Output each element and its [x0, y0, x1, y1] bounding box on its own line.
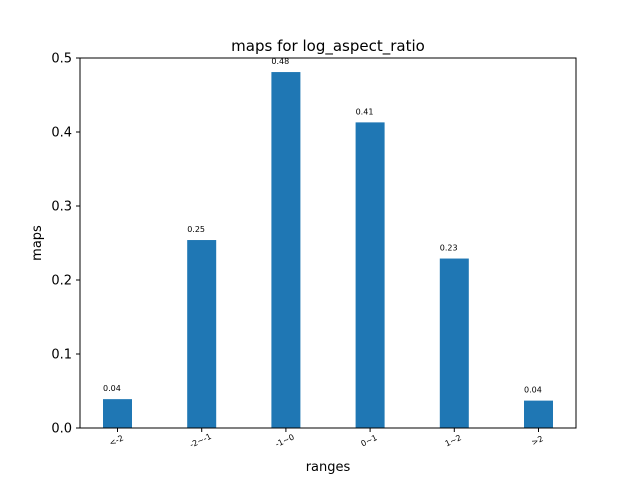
bar-3 [355, 122, 385, 428]
x-axis-label: ranges [306, 460, 351, 475]
y-tick-label-5: 0.5 [51, 52, 72, 67]
bar-2 [271, 72, 301, 428]
y-tick-label-3: 0.3 [51, 200, 72, 215]
x-axis: <-2 -2~-1 -1~0 0~1 1~2 >2 [108, 428, 545, 450]
data-label-2: 0.48 [271, 57, 289, 66]
y-tick-label-0: 0.0 [51, 422, 72, 437]
x-tick-label-1: -2~-1 [188, 432, 212, 450]
y-tick-label-4: 0.4 [51, 126, 72, 141]
y-tick-label-1: 0.1 [51, 348, 72, 363]
x-tick-label-4: 1~2 [444, 433, 463, 448]
bar-4 [439, 258, 469, 428]
plot-frame [79, 57, 577, 429]
x-tick-label-5: >2 [530, 434, 544, 447]
y-tick-label-2: 0.2 [51, 274, 72, 289]
y-axis: 0.0 0.1 0.2 0.3 0.4 0.5 [51, 52, 80, 437]
y-axis-label: maps [30, 225, 45, 261]
bar-1 [187, 240, 217, 428]
chart-title: maps for log_aspect_ratio [231, 37, 425, 56]
bar-5 [524, 400, 553, 428]
x-tick-label-3: 0~1 [359, 433, 378, 448]
bars-group: 0.04 0.25 0.48 0.41 0.23 0.04 [103, 57, 553, 428]
data-label-3: 0.41 [356, 107, 374, 116]
data-label-0: 0.04 [103, 384, 121, 393]
x-tick-label-2: -1~0 [274, 432, 296, 449]
x-tick-label-0: <-2 [108, 434, 125, 448]
bar-0 [103, 399, 132, 428]
data-label-1: 0.25 [187, 225, 205, 234]
data-label-4: 0.23 [440, 244, 458, 253]
data-label-5: 0.04 [524, 386, 542, 395]
